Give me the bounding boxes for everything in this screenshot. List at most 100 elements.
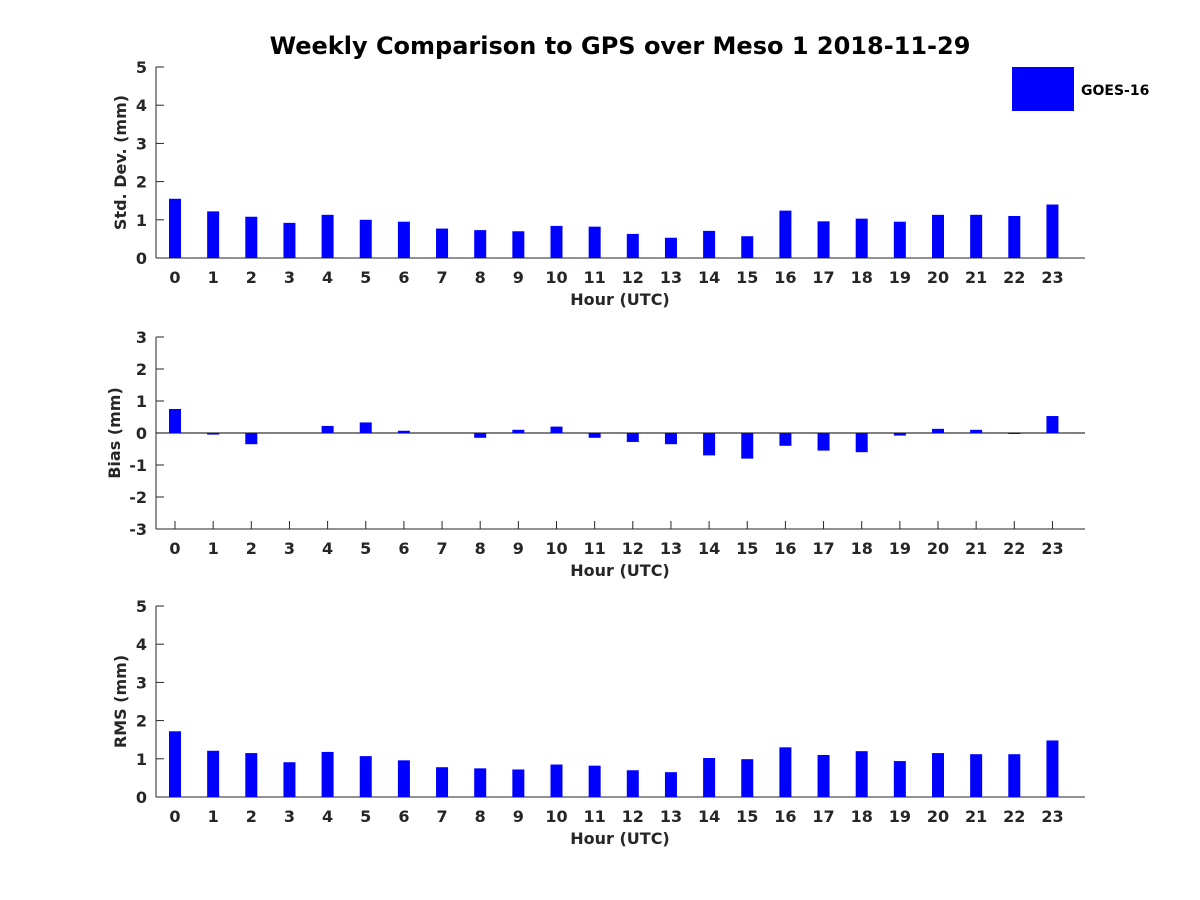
std-dev-x-tick-label: 19 [889, 268, 911, 287]
std-dev-bar [893, 221, 906, 258]
std-dev-x-tick-label: 22 [1003, 268, 1025, 287]
std-dev-x-tick-label: 18 [851, 268, 873, 287]
bias-bar [169, 409, 181, 433]
std-dev-bar [741, 236, 754, 258]
rms-bar [664, 772, 677, 797]
rms-bar [283, 762, 296, 797]
std-dev-bar [855, 218, 868, 258]
rms-bar [245, 753, 258, 797]
rms-x-tick-label: 2 [246, 807, 257, 826]
rms-y-tick-label: 2 [136, 712, 147, 731]
rms-bar [588, 765, 601, 797]
bias-x-tick-label: 11 [584, 539, 606, 558]
bias-bar [359, 422, 372, 433]
bias-x-tick-label: 10 [545, 539, 567, 558]
rms-x-tick-label: 20 [927, 807, 949, 826]
bias-bar [474, 433, 487, 438]
std-dev-x-label: Hour (UTC) [570, 290, 670, 309]
bias-bar [397, 430, 410, 433]
std-dev-bar [321, 214, 334, 258]
std-dev-x-tick-label: 2 [246, 268, 257, 287]
std-dev-y-tick-label: 5 [136, 58, 147, 77]
std-dev-bar [626, 233, 639, 258]
rms-x-tick-label: 16 [774, 807, 796, 826]
bias-x-tick-label: 9 [513, 539, 524, 558]
std-dev-x-tick-label: 5 [360, 268, 371, 287]
std-dev-bar [1008, 215, 1021, 258]
std-dev-x-tick-label: 10 [545, 268, 567, 287]
bias-bar [817, 433, 830, 451]
bias-bar [1046, 416, 1059, 433]
bias-x-tick-label: 2 [246, 539, 257, 558]
bias-x-tick-label: 1 [208, 539, 219, 558]
rms-y-tick-label: 5 [136, 597, 147, 616]
std-dev-x-tick-label: 16 [774, 268, 796, 287]
rms-bar [970, 754, 983, 797]
chart-title: Weekly Comparison to GPS over Meso 1 201… [270, 32, 971, 60]
rms-bar [703, 758, 716, 797]
std-dev-x-tick-label: 1 [208, 268, 219, 287]
std-dev-bar [283, 222, 296, 258]
bias-x-tick-label: 19 [889, 539, 911, 558]
bias-x-tick-label: 16 [774, 539, 796, 558]
rms-bar [1008, 754, 1021, 797]
std-dev-y-tick-label: 3 [136, 134, 147, 153]
rms-x-tick-label: 15 [736, 807, 758, 826]
bias-bar [588, 433, 601, 438]
std-dev-bar [397, 221, 410, 258]
bias-x-tick-label: 23 [1041, 539, 1063, 558]
bias-bar [932, 428, 944, 433]
bias-bar [550, 426, 563, 433]
rms-y-tick-label: 1 [136, 750, 147, 769]
std-dev-bar [1046, 204, 1059, 258]
rms-y-tick-label: 0 [136, 788, 147, 807]
legend: GOES-16 [1012, 67, 1149, 111]
rms-bar [932, 753, 944, 797]
std-dev-x-tick-label: 17 [812, 268, 834, 287]
std-dev-y-tick-label: 4 [136, 96, 147, 115]
bias-bar [855, 433, 868, 453]
bias-y-tick-label: 0 [136, 424, 147, 443]
bias-x-tick-label: 8 [475, 539, 486, 558]
rms-bar [779, 747, 792, 797]
bias-bar [626, 433, 639, 442]
std-dev-bar [932, 214, 944, 258]
bias-x-label: Hour (UTC) [570, 561, 670, 580]
bias-x-tick-label: 13 [660, 539, 682, 558]
bias-bar [512, 429, 525, 433]
rms-bar [474, 768, 487, 797]
std-dev-bar [779, 210, 792, 258]
std-dev-bar [474, 230, 487, 258]
rms-bar [855, 751, 868, 797]
rms-x-tick-label: 5 [360, 807, 371, 826]
std-dev-bar [664, 237, 677, 258]
rms-x-tick-label: 11 [584, 807, 606, 826]
bias-x-tick-label: 6 [398, 539, 409, 558]
bias-bar [779, 433, 792, 446]
bias-x-tick-label: 3 [284, 539, 295, 558]
bias-y-tick-label: 3 [136, 328, 147, 347]
rms-x-tick-label: 22 [1003, 807, 1025, 826]
std-dev-y-tick-label: 1 [136, 211, 147, 230]
std-dev-x-tick-label: 12 [622, 268, 644, 287]
rms-x-tick-label: 17 [812, 807, 834, 826]
rms-x-tick-label: 0 [169, 807, 180, 826]
bias-y-label: Bias (mm) [105, 387, 124, 479]
bias-y-tick-label: 1 [136, 392, 147, 411]
rms-y-tick-label: 3 [136, 673, 147, 692]
std-dev-bar [588, 226, 601, 258]
std-dev-x-tick-label: 20 [927, 268, 949, 287]
bias-x-tick-label: 7 [436, 539, 447, 558]
std-dev-bar [169, 198, 181, 258]
std-dev-x-tick-label: 11 [584, 268, 606, 287]
bias-x-tick-label: 4 [322, 539, 333, 558]
std-dev-bar [970, 214, 983, 258]
rms-x-tick-label: 14 [698, 807, 720, 826]
std-dev-x-tick-label: 23 [1041, 268, 1063, 287]
std-dev-x-tick-label: 3 [284, 268, 295, 287]
std-dev-bar [436, 228, 449, 258]
bias-x-tick-label: 15 [736, 539, 758, 558]
